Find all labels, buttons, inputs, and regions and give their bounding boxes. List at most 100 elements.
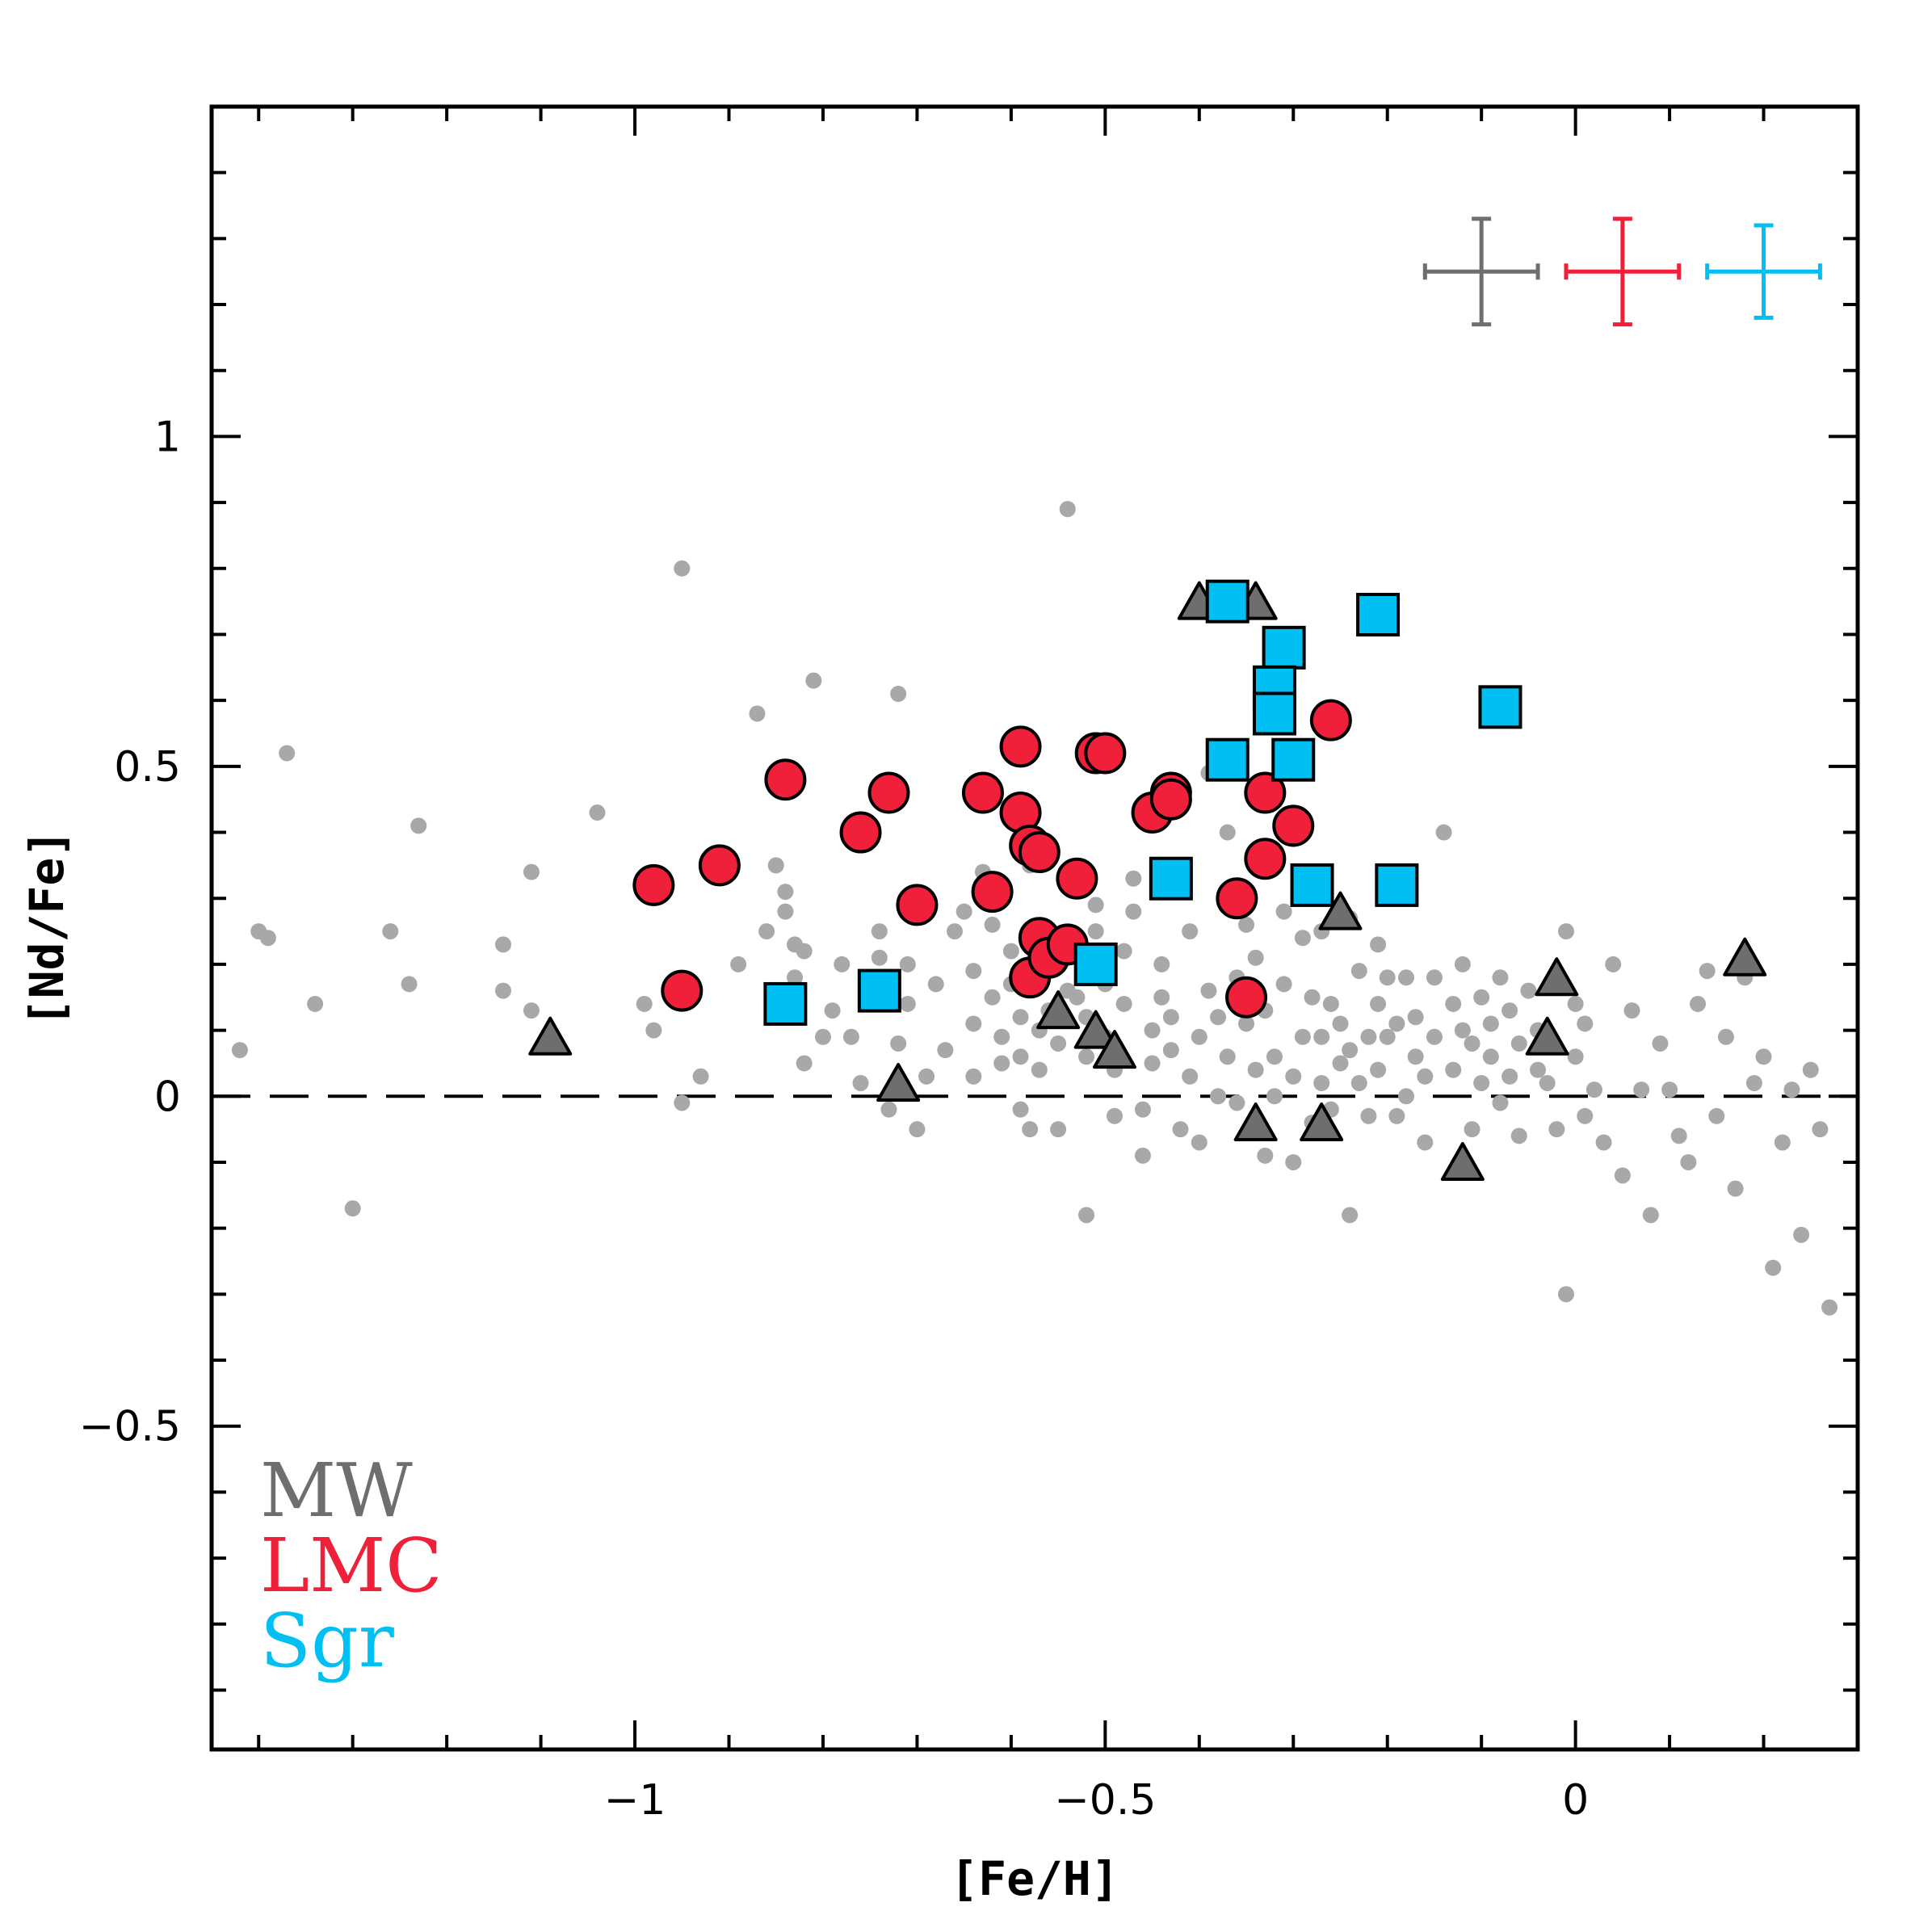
sgr-square-point xyxy=(763,981,808,1026)
mw-field-point xyxy=(909,1121,926,1138)
mw-field-point xyxy=(1426,1028,1443,1045)
x-tick-label: −0.5 xyxy=(1054,1776,1156,1825)
mw-field-point xyxy=(758,923,775,940)
mw-field-point xyxy=(1182,923,1199,940)
mw-triangle-point xyxy=(1318,891,1363,930)
mw-field-point xyxy=(1398,969,1415,986)
mw-triangle-point xyxy=(1233,1102,1278,1141)
mw-field-point xyxy=(1285,1068,1302,1085)
mw-field-point xyxy=(1727,1180,1744,1197)
error-bar-sgr xyxy=(1705,223,1822,320)
mw-field-point xyxy=(1652,1035,1669,1052)
mw-field-point xyxy=(1370,995,1387,1012)
mw-field-point xyxy=(645,1022,662,1039)
sgr-square-point xyxy=(1271,737,1316,782)
mw-field-point xyxy=(1322,995,1339,1012)
lmc-circle-point xyxy=(1272,804,1315,847)
mw-field-point xyxy=(1445,995,1462,1012)
mw-field-point xyxy=(871,949,888,966)
mw-field-point xyxy=(1595,1134,1612,1151)
mw-field-point xyxy=(674,560,691,577)
mw-field-point xyxy=(1502,1002,1518,1019)
mw-field-point xyxy=(890,686,907,703)
mw-field-point xyxy=(1614,1167,1631,1184)
mw-field-point xyxy=(1350,1074,1367,1091)
mw-field-point xyxy=(1191,1134,1208,1151)
mw-field-point xyxy=(1031,1061,1048,1078)
mw-field-point xyxy=(1426,969,1443,986)
mw-triangle-point xyxy=(1723,937,1767,976)
mw-field-point xyxy=(1417,1068,1434,1085)
lmc-circle-point xyxy=(632,863,675,906)
mw-triangle-point xyxy=(528,1016,573,1056)
mw-field-point xyxy=(1275,903,1292,920)
lmc-circle-point xyxy=(867,771,910,814)
sgr-square-point xyxy=(1149,856,1193,901)
mw-field-point xyxy=(890,1035,907,1052)
mw-field-point xyxy=(730,956,747,972)
sgr-square-point xyxy=(1356,592,1401,636)
mw-field-point xyxy=(1134,1147,1151,1164)
mw-field-point xyxy=(1407,1048,1424,1065)
mw-field-point xyxy=(1708,1107,1725,1124)
mw-field-point xyxy=(1266,1048,1283,1065)
x-tick-label: −1 xyxy=(604,1776,666,1825)
lmc-circle-point xyxy=(1225,976,1268,1018)
mw-field-point xyxy=(1473,1074,1490,1091)
lmc-circle-point xyxy=(839,811,882,854)
mw-field-point xyxy=(1162,1042,1179,1059)
mw-field-point xyxy=(1510,1035,1527,1052)
x-axis-title: [Fe/H] xyxy=(950,1851,1119,1906)
mw-field-point xyxy=(1473,989,1490,1006)
mw-field-point xyxy=(382,923,399,940)
mw-field-point xyxy=(1078,1207,1095,1224)
series-mw-triangles xyxy=(528,581,1767,1181)
sgr-square-point xyxy=(1290,863,1334,907)
mw-field-point xyxy=(1492,1094,1509,1111)
mw-field-point xyxy=(1087,897,1104,914)
mw-field-point xyxy=(1577,1015,1594,1032)
lmc-circle-point xyxy=(1056,857,1098,900)
mw-field-point xyxy=(1539,1074,1556,1091)
lmc-circle-point xyxy=(999,725,1042,768)
mw-field-point xyxy=(1247,949,1264,966)
mw-field-point xyxy=(1106,1107,1123,1124)
mw-field-point xyxy=(1182,1068,1199,1085)
mw-field-point xyxy=(1623,1002,1640,1019)
mw-field-point xyxy=(1793,1226,1810,1243)
mw-field-point xyxy=(1304,989,1321,1006)
y-tick-label: −0.5 xyxy=(79,1403,181,1451)
mw-field-point xyxy=(1435,824,1452,841)
mw-field-point xyxy=(1022,1121,1039,1138)
mw-field-point xyxy=(1530,1061,1547,1078)
mw-field-point xyxy=(523,863,540,880)
mw-field-point xyxy=(1134,1101,1151,1118)
sgr-square-point xyxy=(1262,625,1306,670)
mw-field-point xyxy=(1482,1015,1499,1032)
y-tick-label: 0 xyxy=(154,1073,181,1121)
mw-field-point xyxy=(777,884,794,901)
mw-field-point xyxy=(956,903,972,920)
mw-field-point xyxy=(1520,982,1537,999)
mw-field-point xyxy=(279,745,296,762)
mw-field-point xyxy=(899,956,916,972)
mw-field-point xyxy=(1191,1028,1208,1045)
mw-field-point xyxy=(1502,1068,1518,1085)
mw-triangle-point xyxy=(1092,1030,1136,1069)
tick-labels: −1 −0.5 0 −0.5 0 0.5 1 xyxy=(79,413,1589,1825)
mw-field-point xyxy=(1605,956,1622,972)
mw-field-point xyxy=(1294,1028,1311,1045)
mw-field-point xyxy=(1002,943,1019,960)
mw-field-point xyxy=(1557,1286,1574,1303)
mw-field-point xyxy=(993,1055,1010,1072)
mw-field-point xyxy=(1680,1153,1697,1170)
mw-field-point xyxy=(1482,1048,1499,1065)
mw-field-point xyxy=(1115,943,1132,960)
mw-field-point xyxy=(852,1074,869,1091)
sgr-square-point xyxy=(1478,685,1522,729)
mw-field-point xyxy=(1313,1028,1330,1045)
lmc-circle-point xyxy=(1309,699,1352,741)
mw-field-point xyxy=(993,1028,1010,1045)
mw-field-point xyxy=(1690,995,1707,1012)
mw-field-point xyxy=(1765,1259,1782,1276)
